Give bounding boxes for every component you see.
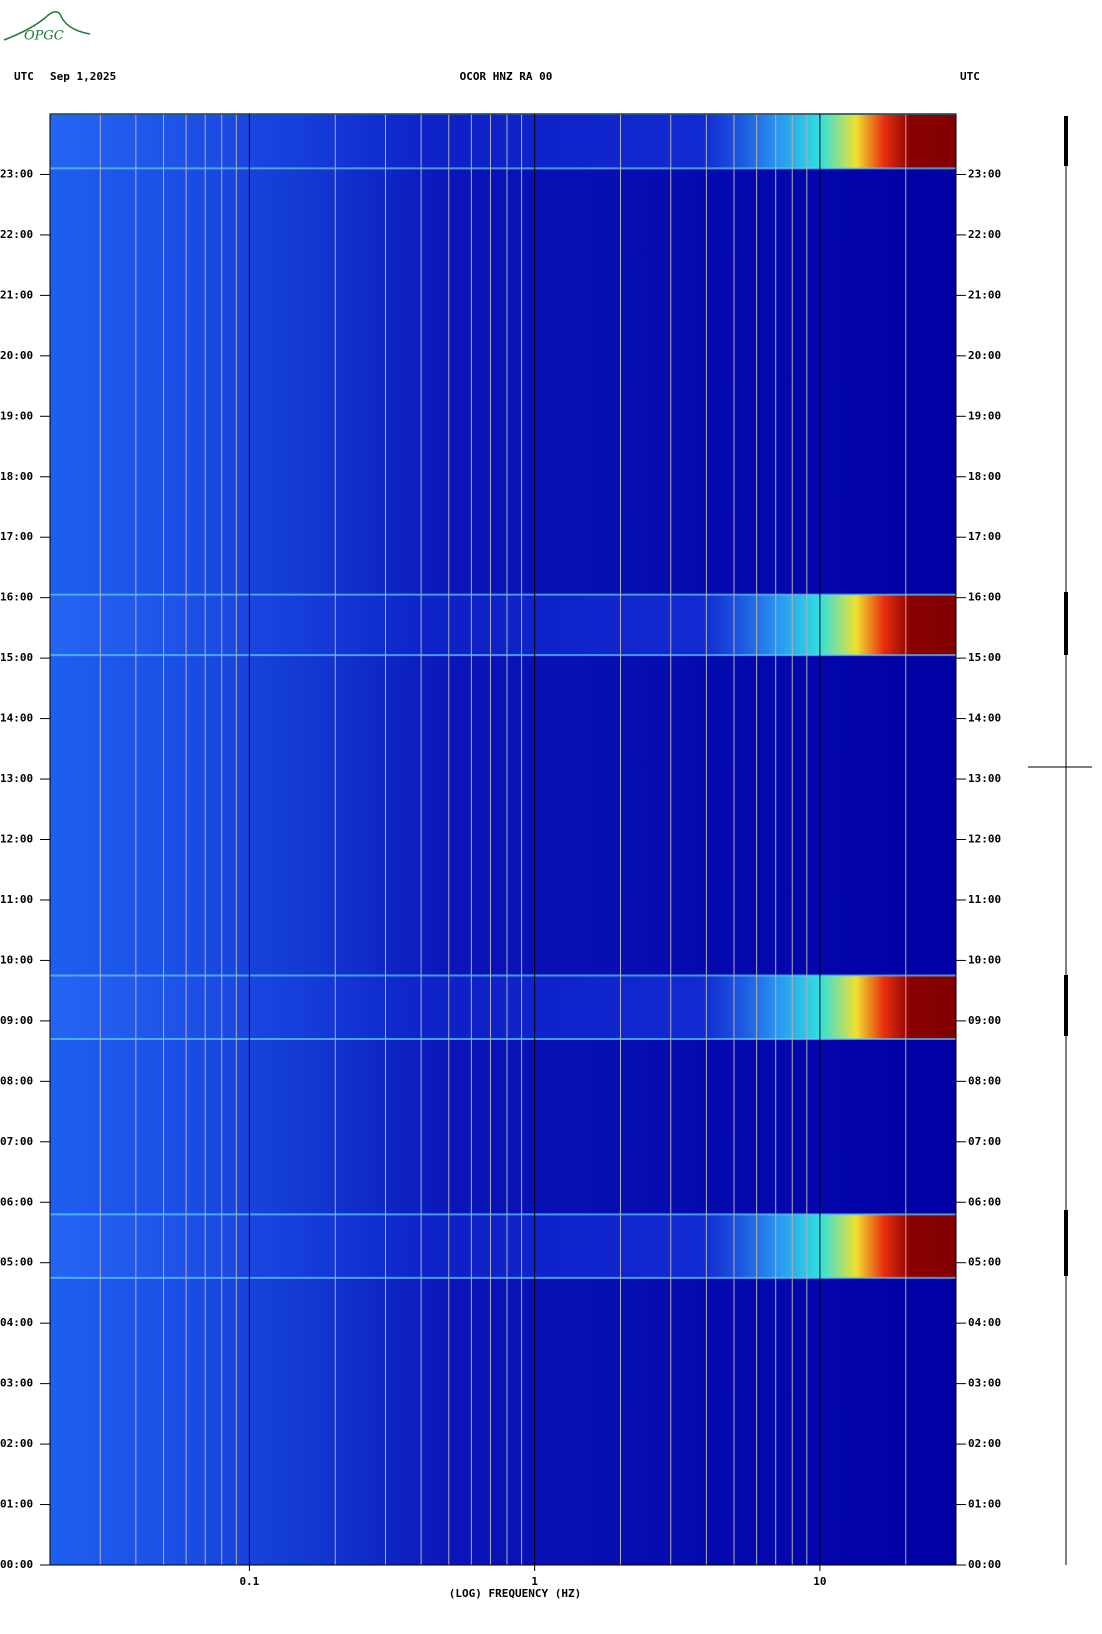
y-tick-label-right: 18:00 [968,470,1001,483]
energy-burst [50,1214,956,1278]
y-tick-label-right: 02:00 [968,1437,1001,1450]
y-tick-label-left: 08:00 [0,1074,33,1087]
y-tick-label-right: 14:00 [968,712,1001,725]
y-tick-label-right: 23:00 [968,167,1001,180]
x-tick-label: 0.1 [239,1575,259,1588]
y-tick-label-left: 18:00 [0,470,33,483]
y-tick-label-right: 06:00 [968,1195,1001,1208]
x-axis-label: (LOG) FREQUENCY (HZ) [449,1587,581,1600]
y-tick-label-right: 05:00 [968,1256,1001,1269]
y-tick-label-right: 11:00 [968,893,1001,906]
y-tick-label-right: 08:00 [968,1074,1001,1087]
y-tick-label-right: 07:00 [968,1135,1001,1148]
y-tick-label-left: 07:00 [0,1135,33,1148]
y-tick-label-left: 01:00 [0,1498,33,1511]
y-tick-label-left: 20:00 [0,349,33,362]
y-tick-label-left: 10:00 [0,953,33,966]
plot-frame [49,113,957,1566]
y-tick-label-right: 19:00 [968,409,1001,422]
y-tick-label-left: 15:00 [0,651,33,664]
y-tick-label-right: 09:00 [968,1014,1001,1027]
y-tick-label-left: 00:00 [0,1558,33,1571]
y-tick-label-right: 17:00 [968,530,1001,543]
date: Sep 1,2025 [50,70,116,83]
y-tick-label-left: 23:00 [0,167,33,180]
y-tick-label-left: 09:00 [0,1014,33,1027]
chart-title: OCOR HNZ RA 00 [460,70,553,83]
left-axis-label: UTC [14,70,34,83]
y-tick-label-left: 03:00 [0,1377,33,1390]
y-tick-label-left: 06:00 [0,1195,33,1208]
y-tick-label-right: 12:00 [968,833,1001,846]
y-tick-label-left: 11:00 [0,893,33,906]
logo-text: OPGC [24,29,64,44]
right-axis-label: UTC [960,70,980,83]
y-tick-label-left: 21:00 [0,288,33,301]
y-tick-label-right: 15:00 [968,651,1001,664]
y-tick-label-left: 22:00 [0,228,33,241]
x-tick-label: 1 [531,1575,538,1588]
y-tick-label-right: 04:00 [968,1316,1001,1329]
y-tick-label-right: 10:00 [968,953,1001,966]
energy-burst [50,114,956,169]
y-tick-label-left: 16:00 [0,591,33,604]
y-tick-label-right: 03:00 [968,1377,1001,1390]
y-tick-label-left: 17:00 [0,530,33,543]
energy-burst [50,594,956,656]
y-tick-label-left: 19:00 [0,409,33,422]
y-tick-label-right: 01:00 [968,1498,1001,1511]
y-tick-label-left: 05:00 [0,1256,33,1269]
y-tick-label-left: 02:00 [0,1437,33,1450]
y-tick-label-right: 20:00 [968,349,1001,362]
y-tick-label-right: 16:00 [968,591,1001,604]
y-tick-label-right: 22:00 [968,228,1001,241]
energy-burst [50,975,956,1040]
x-tick-label: 10 [813,1575,826,1588]
logo: OPGC [3,11,91,44]
seismogram-trace [1028,116,1092,1565]
y-tick-label-left: 14:00 [0,712,33,725]
plot-background [50,114,956,1565]
y-tick-label-left: 13:00 [0,772,33,785]
y-tick-label-right: 21:00 [968,288,1001,301]
y-tick-label-right: 13:00 [968,772,1001,785]
y-tick-label-left: 12:00 [0,833,33,846]
y-tick-label-left: 04:00 [0,1316,33,1329]
y-tick-label-right: 00:00 [968,1558,1001,1571]
